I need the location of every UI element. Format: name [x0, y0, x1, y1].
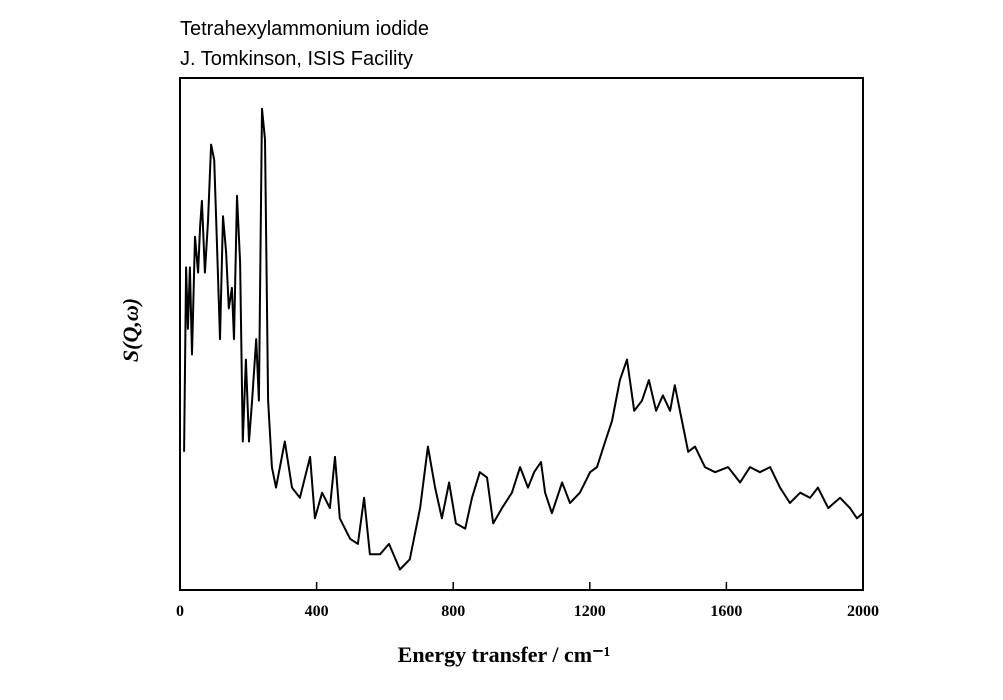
spectrum-line: [183, 107, 864, 571]
plot-frame: [179, 77, 864, 591]
chart-subtitle: J. Tomkinson, ISIS Facility: [180, 48, 413, 70]
x-tick-label: 800: [441, 603, 465, 620]
x-tick-label: 1200: [574, 603, 606, 620]
x-tick-label: 400: [305, 603, 329, 620]
chart-title: Tetrahexylammonium iodide: [180, 18, 429, 40]
x-tick-label: 0: [176, 603, 184, 620]
x-tick-label: 2000: [847, 603, 879, 620]
y-axis-label: S(Q,ω): [118, 298, 143, 362]
x-tick-label: 1600: [710, 603, 742, 620]
x-axis-label: Energy transfer / cm⁻¹: [398, 642, 611, 667]
